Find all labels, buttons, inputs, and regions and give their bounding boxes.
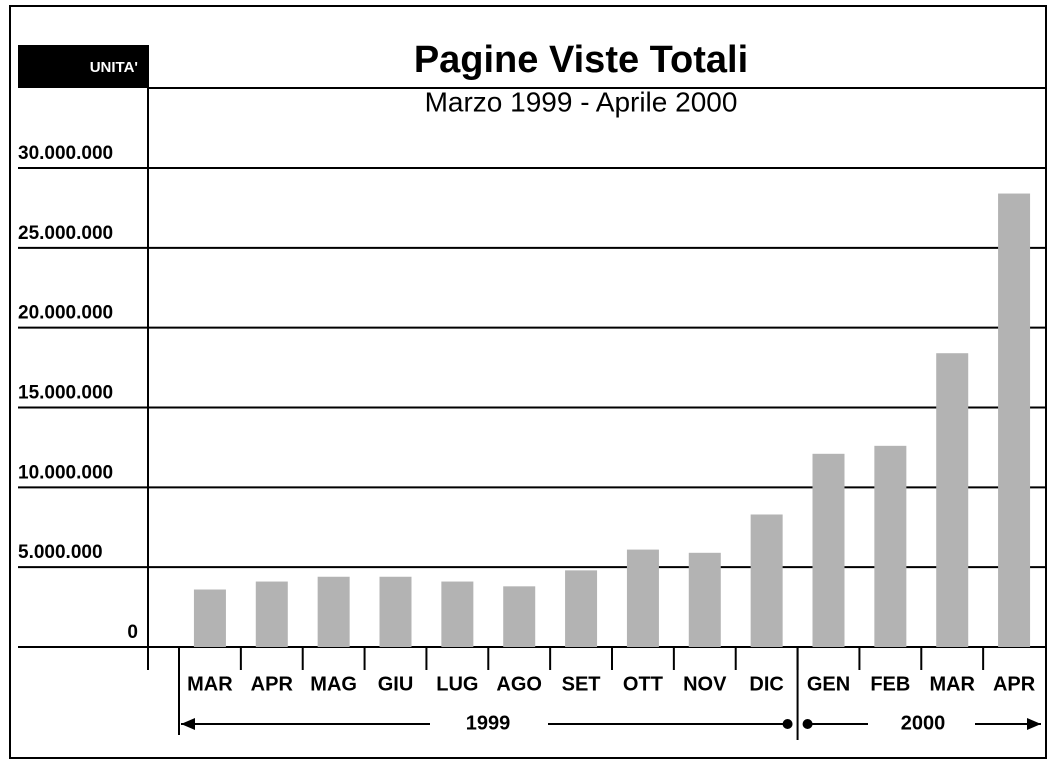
bar [565, 570, 598, 647]
x-tick-label: GEN [807, 673, 850, 695]
y-axis-label: UNITA' [90, 59, 138, 76]
bar [441, 581, 474, 647]
y-tick-label: 25.000.000 [18, 223, 113, 244]
x-tick-label: AGO [496, 673, 542, 695]
y-tick-label: 5.000.000 [18, 542, 103, 563]
bar [688, 552, 721, 647]
x-tick-label: MAG [310, 673, 357, 695]
arrow-dot [802, 719, 813, 729]
x-tick-label: MAR [929, 673, 975, 695]
bar [503, 586, 536, 647]
x-tick-label: NOV [683, 673, 727, 695]
x-tick-label: APR [993, 673, 1036, 695]
chart-title: Pagine Viste Totali [414, 39, 748, 81]
x-tick-label: GIU [378, 673, 414, 695]
bar [998, 193, 1031, 647]
x-tick-label: LUG [436, 673, 478, 695]
x-tick-label: FEB [870, 673, 910, 695]
x-tick-label: OTT [623, 673, 663, 695]
bar [255, 581, 288, 647]
arrow-head [181, 718, 195, 730]
bar [193, 589, 226, 647]
y-tick-label: 0 [127, 622, 138, 643]
group-label: 1999 [466, 712, 511, 734]
bar [812, 453, 845, 647]
y-tick-label: 15.000.000 [18, 383, 113, 404]
unit-box [18, 45, 148, 88]
bar [936, 353, 969, 647]
y-tick-label: 30.000.000 [18, 143, 113, 164]
arrow-head [1027, 718, 1041, 730]
y-tick-label: 20.000.000 [18, 303, 113, 324]
x-tick-label: SET [562, 673, 601, 695]
x-tick-label: DIC [749, 673, 783, 695]
arrow-dot [782, 719, 793, 729]
group-label: 2000 [901, 712, 946, 734]
x-tick-label: APR [251, 673, 294, 695]
bar [750, 514, 783, 647]
bar [626, 549, 659, 647]
frame [9, 5, 1047, 759]
x-tick-label: MAR [187, 673, 233, 695]
bar [874, 445, 907, 647]
y-tick-label: 10.000.000 [18, 462, 113, 483]
bar [317, 576, 350, 647]
chart-subtitle: Marzo 1999 - Aprile 2000 [425, 86, 738, 117]
bar [379, 576, 412, 647]
